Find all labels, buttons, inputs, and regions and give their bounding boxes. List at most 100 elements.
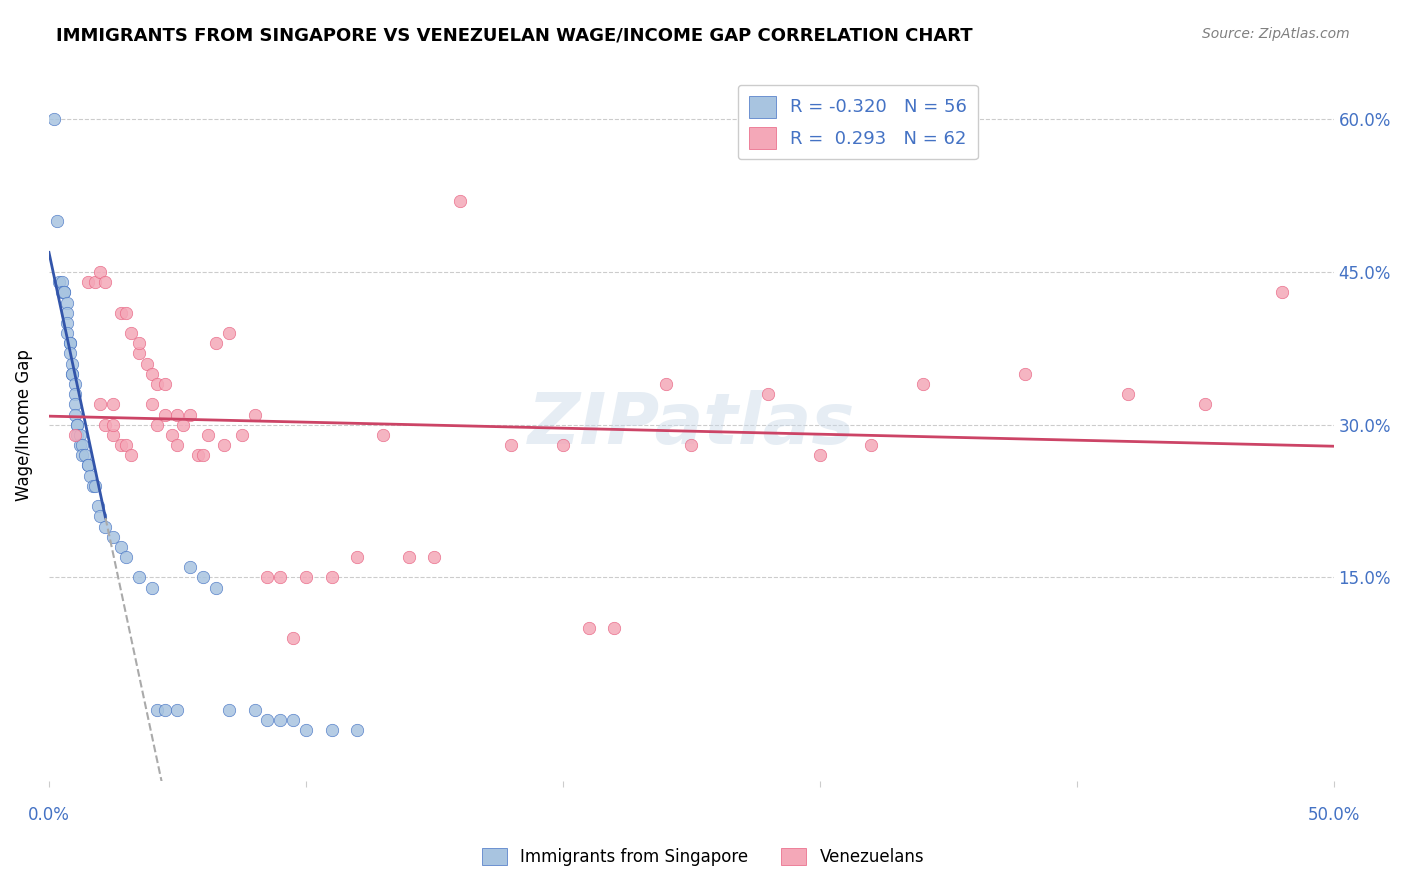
- Legend: Immigrants from Singapore, Venezuelans: Immigrants from Singapore, Venezuelans: [474, 840, 932, 875]
- Point: [79, 468, 101, 483]
- Point: [578, 621, 600, 635]
- Point: [501, 438, 523, 452]
- Point: [66, 417, 89, 432]
- Legend: R = -0.320   N = 56, R =  0.293   N = 62: R = -0.320 N = 56, R = 0.293 N = 62: [738, 85, 977, 160]
- Point: [72, 448, 94, 462]
- Point: [911, 377, 934, 392]
- Point: [256, 713, 278, 727]
- Point: [63, 397, 86, 411]
- Point: [60, 367, 83, 381]
- Point: [66, 428, 89, 442]
- Point: [128, 336, 150, 351]
- Point: [231, 428, 253, 442]
- Point: [295, 723, 318, 737]
- Text: ZIPatlas: ZIPatlas: [527, 390, 855, 459]
- Point: [89, 265, 111, 279]
- Point: [63, 387, 86, 401]
- Point: [135, 357, 157, 371]
- Point: [63, 408, 86, 422]
- Point: [146, 417, 169, 432]
- Point: [103, 397, 125, 411]
- Point: [603, 621, 626, 635]
- Point: [141, 397, 163, 411]
- Point: [58, 336, 80, 351]
- Point: [654, 377, 676, 392]
- Point: [58, 346, 80, 360]
- Point: [218, 326, 240, 340]
- Point: [72, 438, 94, 452]
- Point: [146, 377, 169, 392]
- Point: [281, 713, 304, 727]
- Point: [63, 377, 86, 392]
- Point: [166, 438, 188, 452]
- Point: [423, 549, 446, 564]
- Point: [94, 275, 117, 289]
- Point: [103, 428, 125, 442]
- Point: [94, 519, 117, 533]
- Point: [53, 285, 76, 300]
- Point: [153, 703, 176, 717]
- Point: [295, 570, 318, 584]
- Point: [172, 417, 194, 432]
- Point: [56, 306, 79, 320]
- Text: Source: ZipAtlas.com: Source: ZipAtlas.com: [1202, 27, 1350, 41]
- Point: [53, 285, 76, 300]
- Point: [128, 570, 150, 584]
- Point: [110, 540, 132, 554]
- Point: [808, 448, 831, 462]
- Point: [51, 275, 73, 289]
- Point: [82, 479, 104, 493]
- Point: [346, 549, 368, 564]
- Point: [346, 723, 368, 737]
- Point: [1014, 367, 1036, 381]
- Point: [860, 438, 883, 452]
- Point: [197, 428, 219, 442]
- Point: [681, 438, 703, 452]
- Point: [120, 448, 142, 462]
- Point: [84, 479, 107, 493]
- Text: 0.0%: 0.0%: [28, 806, 70, 824]
- Point: [110, 438, 132, 452]
- Y-axis label: Wage/Income Gap: Wage/Income Gap: [15, 349, 32, 500]
- Point: [166, 703, 188, 717]
- Point: [1116, 387, 1139, 401]
- Point: [89, 397, 111, 411]
- Point: [166, 408, 188, 422]
- Point: [243, 703, 266, 717]
- Point: [45, 214, 67, 228]
- Point: [371, 428, 394, 442]
- Point: [205, 336, 228, 351]
- Point: [73, 448, 96, 462]
- Point: [69, 438, 91, 452]
- Point: [153, 377, 176, 392]
- Point: [205, 581, 228, 595]
- Point: [51, 285, 73, 300]
- Point: [758, 387, 780, 401]
- Point: [60, 367, 83, 381]
- Point: [141, 367, 163, 381]
- Point: [94, 417, 117, 432]
- Point: [76, 458, 98, 473]
- Point: [110, 306, 132, 320]
- Point: [56, 295, 79, 310]
- Point: [243, 408, 266, 422]
- Point: [162, 428, 184, 442]
- Point: [191, 448, 214, 462]
- Point: [56, 316, 79, 330]
- Point: [115, 549, 138, 564]
- Point: [256, 570, 278, 584]
- Point: [269, 713, 291, 727]
- Point: [48, 275, 70, 289]
- Point: [87, 499, 110, 513]
- Point: [153, 408, 176, 422]
- Point: [212, 438, 235, 452]
- Point: [103, 530, 125, 544]
- Point: [179, 560, 201, 574]
- Point: [58, 336, 80, 351]
- Point: [128, 346, 150, 360]
- Point: [398, 549, 420, 564]
- Point: [89, 509, 111, 524]
- Point: [281, 632, 304, 646]
- Text: IMMIGRANTS FROM SINGAPORE VS VENEZUELAN WAGE/INCOME GAP CORRELATION CHART: IMMIGRANTS FROM SINGAPORE VS VENEZUELAN …: [56, 27, 973, 45]
- Point: [269, 570, 291, 584]
